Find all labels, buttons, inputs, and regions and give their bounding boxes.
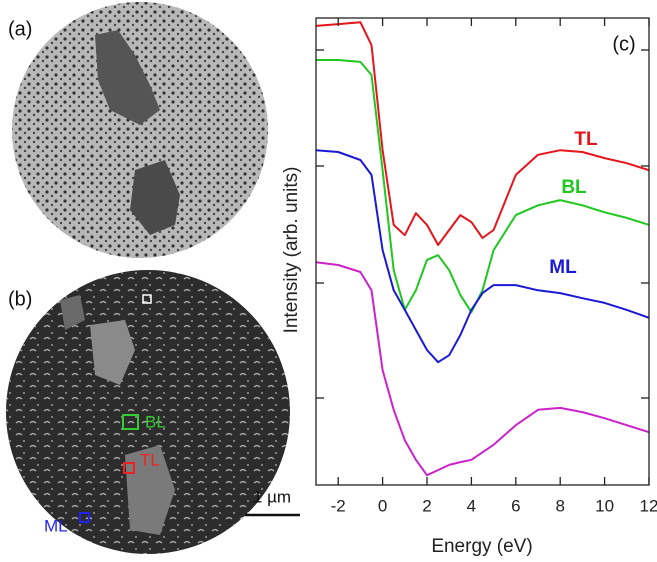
figure: (a) (b) BL TL ML 1 µm (c) Energy (eV) In… [0,0,657,562]
x-axis-label: Energy (eV) [431,536,532,557]
x-tick-label: 8 [555,496,564,515]
line [316,150,649,362]
scale-label: 1 µm [253,487,291,506]
y-axis-ticks [316,50,649,398]
box-label: ML [44,516,68,535]
curve-label: TL [574,129,598,150]
plot-frame [316,18,649,485]
panel-label: (c) [612,33,635,55]
y-axis-label: Intensity (arb. units) [281,167,302,334]
x-tick-label: 2 [422,496,431,515]
image-a [12,2,268,258]
x-tick-label: -2 [331,496,346,515]
x-tick-label: 0 [378,496,387,515]
x-tick-label: 12 [640,496,657,515]
panel-label: (b) [8,288,32,310]
x-tick-label: 6 [511,496,520,515]
x-tick-label: 4 [467,496,476,515]
plot [316,22,649,475]
line [316,60,649,312]
page: {"images": {"panel_a": "(a)", "panel_b":… [0,0,657,562]
box-label: BL [145,412,166,431]
box-label: TL [140,450,160,469]
curve-label: BL [561,177,587,198]
panel-label: (a) [8,18,32,40]
x-tick-label: 10 [595,496,614,515]
curve-label: ML [549,257,577,278]
